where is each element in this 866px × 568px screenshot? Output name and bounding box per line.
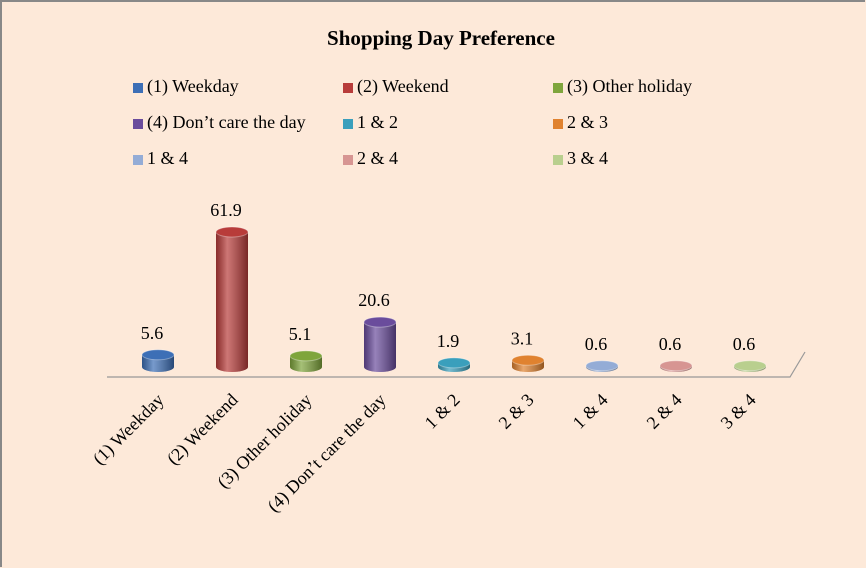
bar-top bbox=[733, 360, 767, 372]
bar-top bbox=[215, 226, 249, 238]
legend-label: (4) Don’t care the day bbox=[147, 112, 306, 133]
legend-label: 3 & 4 bbox=[567, 148, 608, 168]
bar-top bbox=[437, 357, 471, 369]
bar-top bbox=[289, 350, 323, 362]
bar-top bbox=[363, 316, 397, 328]
legend-label: 1 & 4 bbox=[147, 148, 188, 168]
data-label: 61.9 bbox=[210, 200, 242, 220]
chart-title: Shopping Day Preference bbox=[327, 26, 555, 50]
legend-swatch bbox=[343, 119, 353, 129]
legend-swatch bbox=[553, 119, 563, 129]
bar-top bbox=[511, 354, 545, 366]
legend-label: 2 & 3 bbox=[567, 112, 608, 132]
bar-top bbox=[659, 360, 693, 372]
data-label: 5.6 bbox=[141, 323, 164, 343]
bar-top bbox=[585, 360, 619, 372]
legend-swatch bbox=[553, 83, 563, 93]
bar-top bbox=[141, 349, 175, 361]
data-label: 0.6 bbox=[733, 334, 756, 354]
floor bbox=[107, 351, 806, 378]
data-label: 1.9 bbox=[437, 331, 460, 351]
legend-swatch bbox=[343, 155, 353, 165]
data-label: 0.6 bbox=[659, 334, 682, 354]
data-label: 0.6 bbox=[585, 334, 608, 354]
legend-swatch bbox=[553, 155, 563, 165]
legend-label: (1) Weekday bbox=[147, 76, 239, 97]
legend-swatch bbox=[343, 83, 353, 93]
bar-shade bbox=[216, 232, 248, 372]
legend-swatch bbox=[133, 155, 143, 165]
legend-label: (2) Weekend bbox=[357, 76, 449, 97]
legend-label: (3) Other holiday bbox=[567, 76, 692, 97]
legend-swatch bbox=[133, 83, 143, 93]
bar-shade bbox=[364, 322, 396, 372]
data-label: 20.6 bbox=[358, 290, 390, 310]
data-label: 3.1 bbox=[511, 328, 534, 348]
legend-label: 1 & 2 bbox=[357, 112, 398, 132]
legend-swatch bbox=[133, 119, 143, 129]
legend-label: 2 & 4 bbox=[357, 148, 398, 168]
data-label: 5.1 bbox=[289, 324, 312, 344]
